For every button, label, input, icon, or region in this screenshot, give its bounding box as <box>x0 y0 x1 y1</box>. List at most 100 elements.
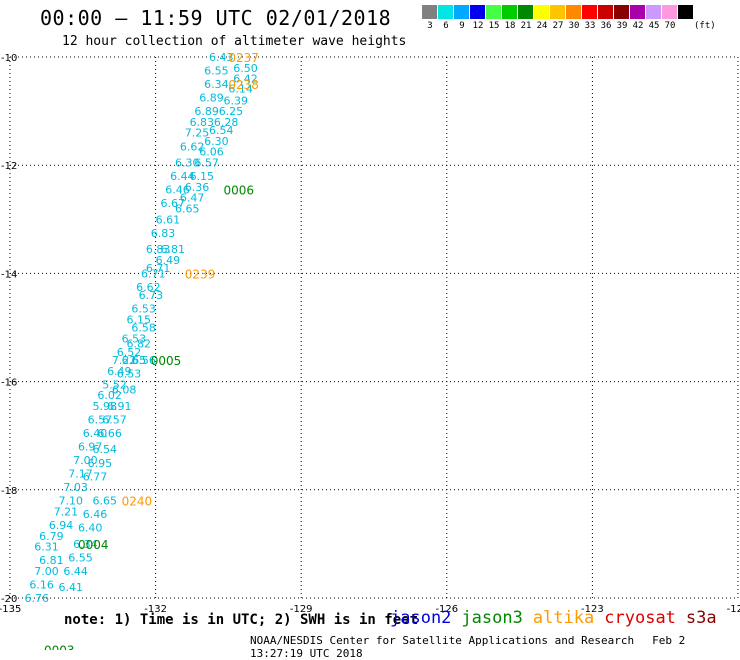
wave-height-value: 6.42 <box>233 73 258 86</box>
y-tick-label: -12 <box>1 161 17 172</box>
scale-swatch <box>598 5 614 19</box>
pass-time-label: 0003 <box>44 643 75 650</box>
scale-swatch <box>678 5 694 19</box>
wave-height-value: 6.58 <box>131 322 156 335</box>
wave-height-value: 6.94 <box>49 519 74 532</box>
units-note: note: 1) Time is in UTC; 2) SWH is in fe… <box>64 612 419 628</box>
scale-label: 9 <box>459 21 465 31</box>
wave-height-value: 6.81 <box>160 243 185 256</box>
pass-time-label: 0238 <box>228 78 259 92</box>
wave-height-value: 6.95 <box>88 457 113 470</box>
wave-height-value: 6.62 <box>136 281 161 294</box>
wave-height-value: 6.44 <box>170 170 195 183</box>
scale-swatch <box>550 5 566 19</box>
scale-swatch <box>422 5 438 19</box>
scale-swatch <box>646 5 662 19</box>
x-tick-label: -126 <box>435 604 458 615</box>
pass-time-label: 0240 <box>122 495 153 509</box>
wave-height-value: 6.40 <box>83 427 108 440</box>
wave-height-value: 6.49 <box>156 254 181 267</box>
scale-swatch <box>534 5 550 19</box>
wave-height-value: 6.16 <box>29 578 54 591</box>
wave-height-value: 6.25 <box>219 105 244 118</box>
scale-swatch <box>518 5 534 19</box>
wave-height-value: 6.67 <box>160 197 185 210</box>
wave-height-value: 6.83 <box>146 243 171 256</box>
x-tick-label: -123 <box>581 604 604 615</box>
wave-height-value: 6.65 <box>93 495 118 508</box>
scale-swatch <box>662 5 678 19</box>
wave-height-value: 6.49 <box>107 365 132 378</box>
scale-label: 70 <box>664 21 676 31</box>
wave-height-value: 6.66 <box>97 427 122 440</box>
y-tick-label: -16 <box>1 378 17 389</box>
wave-height-value: 6.53 <box>131 303 156 316</box>
pass-time-label: 0006 <box>224 184 255 198</box>
wave-height-value: 6.65 <box>122 354 147 367</box>
wave-height-value: 6.89 <box>194 105 219 118</box>
satellite-legend-item: jason2 <box>390 608 452 628</box>
scale-label: 33 <box>584 21 596 31</box>
wave-height-value: 6.55 <box>204 65 229 78</box>
wave-height-value: 6.82 <box>126 338 151 351</box>
wave-height-value: 6.76 <box>25 592 49 605</box>
scale-label: 3 <box>427 21 433 31</box>
y-tick-label: -20 <box>1 594 17 605</box>
wave-height-value: 6.83 <box>190 116 215 129</box>
wave-height-value: 6.71 <box>141 267 166 280</box>
scale-label: 27 <box>552 21 564 31</box>
wave-height-value: 6.41 <box>59 581 84 594</box>
wave-height-value: 6.55 <box>68 551 93 564</box>
wave-height-value: 7.03 <box>63 481 88 494</box>
wave-height-value: 6.65 <box>175 202 200 215</box>
scale-swatch <box>630 5 646 19</box>
wave-height-value: 5.52 <box>102 378 127 391</box>
scale-swatch <box>502 5 518 19</box>
wave-height-value: 6.46 <box>83 508 108 521</box>
wave-height-value: 6.36 <box>185 181 210 194</box>
wave-height-value: 6.30 <box>175 156 200 169</box>
scale-label: 12 <box>472 21 484 31</box>
x-tick-label: -135 <box>0 604 21 615</box>
wave-height-value: 6.46 <box>165 184 190 197</box>
wave-height-value: 6.15 <box>190 170 215 183</box>
wave-height-value: 6.34 <box>73 538 98 551</box>
wave-height-value: 7.10 <box>59 495 84 508</box>
scale-swatch <box>470 5 486 19</box>
scale-swatch <box>582 5 598 19</box>
pass-time-label: 0237 <box>228 51 259 65</box>
wave-height-value: 6.50 <box>233 62 258 75</box>
wave-height-value: 6.06 <box>199 146 224 159</box>
color-scale-legend <box>422 5 694 24</box>
wave-height-value: 6.97 <box>78 441 103 454</box>
satellite-legend-item: altika <box>532 608 595 628</box>
scale-label: 21 <box>520 21 532 31</box>
wave-height-value: 6.53 <box>117 367 142 380</box>
wave-height-value: 6.39 <box>224 94 249 107</box>
wave-height-value: 6.31 <box>34 541 59 554</box>
scale-swatch <box>614 5 630 19</box>
wave-height-value: 6.54 <box>93 443 118 456</box>
y-tick-label: -10 <box>1 53 17 64</box>
wave-height-value: 7.00 <box>73 454 98 467</box>
scale-label: 42 <box>632 21 644 31</box>
wave-height-value: 6.71 <box>146 262 171 275</box>
wave-height-value: 7.00 <box>34 565 59 578</box>
wave-height-value: 6.34 <box>204 78 229 91</box>
wave-height-value: 6.57 <box>194 156 219 169</box>
scale-label: 18 <box>504 21 516 31</box>
wave-height-value: 6.89 <box>199 92 224 105</box>
satellite-legend-item: cryosat <box>604 608 676 628</box>
wave-height-value: 6.02 <box>97 389 122 402</box>
wave-height-value: 6.08 <box>112 384 137 397</box>
credit-line: NOAA/NESDIS Center for Satellite Applica… <box>250 634 740 660</box>
wave-height-value: 6.81 <box>39 554 64 567</box>
scale-label: 36 <box>600 21 612 31</box>
chart-title: 00:00 – 11:59 UTC 02/01/2018 <box>40 6 392 30</box>
wave-height-value: 5.98 <box>93 400 118 413</box>
wave-height-value: 6.30 <box>204 135 229 148</box>
x-tick-label: -120 <box>727 604 740 615</box>
wave-height-value: 6.54 <box>209 124 234 137</box>
scale-label: 24 <box>536 21 548 31</box>
wave-height-value: 6.43 <box>209 51 234 64</box>
